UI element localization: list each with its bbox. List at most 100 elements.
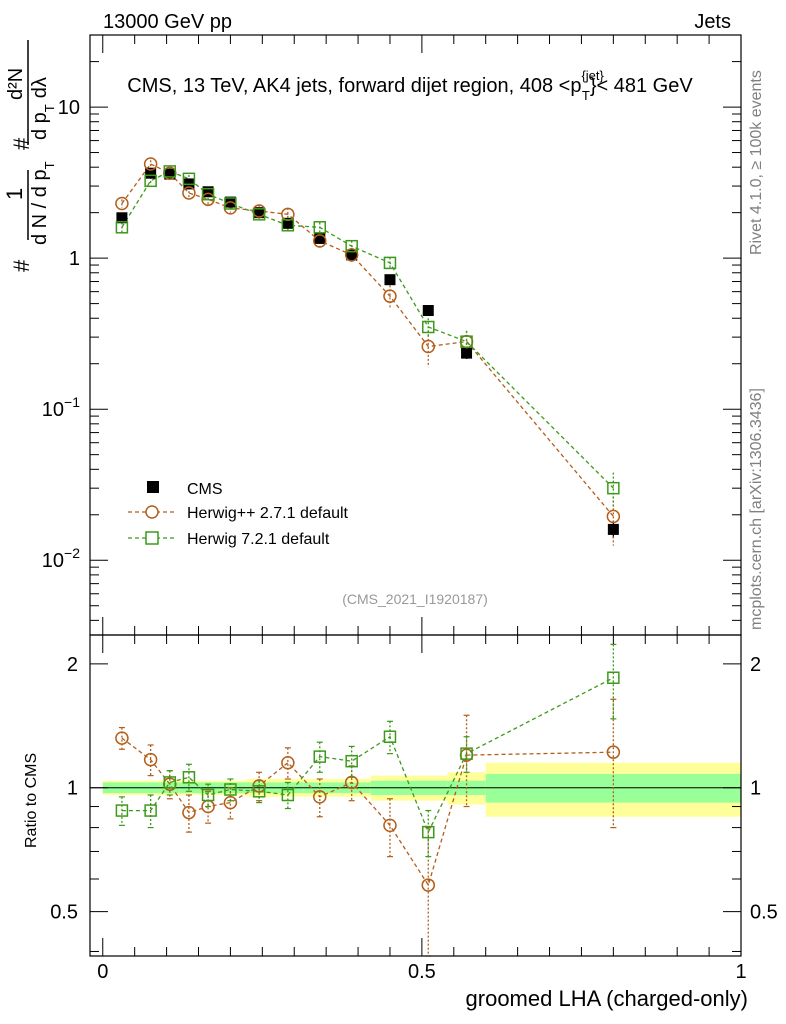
ratio-point-herwigpp: [143, 752, 158, 767]
ratio-ytick-labels: 0.5 0.5 1 1 2 2: [50, 654, 778, 924]
main-point-cms: [461, 347, 473, 359]
main-point-herwigpp: [383, 289, 397, 303]
main-point-herwig7: [383, 256, 397, 270]
beam-label: 13000 GeV pp: [103, 11, 232, 33]
ratio-uncertainty-bands: [102, 762, 741, 817]
legend-label-cms: CMS: [187, 481, 223, 498]
main-line-herwig7: [121, 170, 614, 489]
ylabel-hash-1: #: [9, 259, 34, 272]
mcplots-label: mcplots.cern.ch [arXiv:1306.3436]: [748, 388, 765, 630]
ratio-ytick-label-left: 0.5: [50, 902, 78, 924]
main-point-herwig7: [201, 187, 215, 201]
ratio-point-herwig7: [115, 804, 129, 817]
ratio-point-herwigpp: [182, 805, 196, 820]
main-ytick-labels: 10 1 10−1 10−2: [42, 97, 80, 572]
ratio-point-herwig7: [252, 785, 266, 798]
main-ytick-label: 10−2: [42, 545, 80, 572]
main-point-herwig7: [313, 221, 327, 234]
jets-label: Jets: [694, 11, 731, 33]
main-point-cms: [314, 232, 326, 244]
ratio-point-herwigpp: [223, 795, 238, 810]
ratio-ytick-label-left: 2: [67, 654, 78, 676]
ratio-point-herwigpp: [281, 755, 295, 770]
ylabel-dpdl: d pTdλ: [29, 77, 57, 140]
main-point-herwig7: [115, 221, 129, 234]
main-point-cms: [145, 167, 157, 179]
legend-label-herwigpp: Herwig++ 2.7.1 default: [187, 505, 349, 522]
ylabel-d2N: d²N: [5, 68, 27, 100]
ratio-point-herwigpp: [115, 731, 129, 745]
main-point-herwig7: [607, 481, 620, 495]
legend-marker-cms: [147, 481, 159, 493]
main-series-lines: [121, 163, 614, 517]
main-point-herwigpp: [606, 509, 621, 524]
x-tick-labels: 0 0.5 1: [97, 961, 746, 983]
ratio-panel: 0.5 0.5 1 1 2 2 0 0.5 1: [50, 634, 778, 983]
main-ylabel: # 1 d N / d pT # d²N d pTdλ: [2, 40, 57, 272]
plot-title: CMS, 13 TeV, AK4 jets, forward dijet reg…: [127, 68, 693, 103]
main-point-cms: [282, 217, 294, 229]
main-panel: 10 1 10−1 10−2: [42, 34, 742, 636]
main-point-cms: [384, 274, 396, 286]
main-ytick-label: 1: [69, 248, 80, 270]
main-point-herwigpp: [344, 248, 359, 262]
main-point-herwigpp: [115, 196, 129, 211]
x-tick-label: 0: [97, 961, 108, 983]
ratio-point-herwig7: [224, 783, 237, 796]
main-point-herwig7: [460, 335, 473, 348]
ratio-point-herwig7: [313, 750, 327, 763]
analysis-id: (CMS_2021_I1920187): [342, 591, 488, 607]
main-point-cms: [202, 186, 214, 198]
ratio-point-herwigpp: [344, 775, 359, 790]
ratio-point-herwig7: [345, 754, 358, 768]
ratio-point-herwig7: [607, 671, 620, 685]
ratio-ytick-label-right: 0.5: [750, 902, 778, 924]
main-point-cms: [253, 207, 265, 219]
main-point-herwig7: [224, 197, 237, 210]
main-point-herwig7: [182, 172, 196, 186]
legend-label-herwig7: Herwig 7.2.1 default: [187, 531, 330, 548]
main-point-cms: [422, 305, 434, 317]
legend-marker-herwigpp: [145, 505, 159, 519]
main-line-herwigpp: [121, 163, 614, 517]
ratio-point-herwigpp: [313, 790, 327, 804]
main-point-herwig7: [144, 174, 157, 188]
rivet-version-label: Rivet 4.1.0, ≥ 100k events: [748, 70, 765, 255]
main-point-herwig7: [345, 239, 358, 253]
x-tick-label: 1: [735, 961, 746, 983]
ratio-ticks: [90, 635, 742, 956]
ratio-frame: [89, 634, 742, 957]
ratio-point-herwig7: [383, 730, 397, 743]
main-point-herwig7: [252, 208, 266, 221]
ratio-point-herwig7: [281, 788, 295, 802]
legend: CMS Herwig++ 2.7.1 default Herwig 7.2.1 …: [128, 481, 349, 548]
main-point-cms: [607, 523, 619, 535]
main-markers: [115, 157, 621, 535]
main-point-herwigpp: [421, 339, 436, 354]
ratio-line-herwig7: [121, 677, 614, 834]
ratio-point-herwig7: [163, 776, 177, 789]
ratio-point-herwigpp: [606, 745, 621, 759]
ylabel-one: 1: [2, 188, 27, 200]
ratio-point-herwig7: [182, 771, 196, 784]
legend-marker-herwig7: [145, 531, 159, 545]
main-point-cms: [346, 249, 358, 261]
ratio-markers: [115, 671, 621, 892]
main-point-herwigpp: [313, 234, 327, 248]
main-point-cms: [164, 168, 176, 180]
ratio-ylabel: Ratio to CMS: [23, 753, 40, 848]
ratio-error-bars: [118, 643, 617, 957]
main-ytick-label: 10: [58, 97, 80, 119]
x-tick-label: 0.5: [408, 961, 436, 983]
main-point-herwigpp: [182, 186, 196, 200]
ratio-point-herwigpp: [383, 818, 397, 833]
ratio-point-herwig7: [144, 804, 157, 817]
ratio-ytick-label-right: 2: [750, 654, 761, 676]
ratio-ytick-label-right: 1: [750, 778, 761, 800]
ratio-point-herwigpp: [421, 878, 436, 892]
main-ytick-label: 10−1: [42, 394, 80, 421]
main-point-cms: [116, 212, 128, 224]
ylabel-dN: d N / d pT: [29, 161, 57, 245]
ratio-point-herwig7: [460, 747, 473, 760]
